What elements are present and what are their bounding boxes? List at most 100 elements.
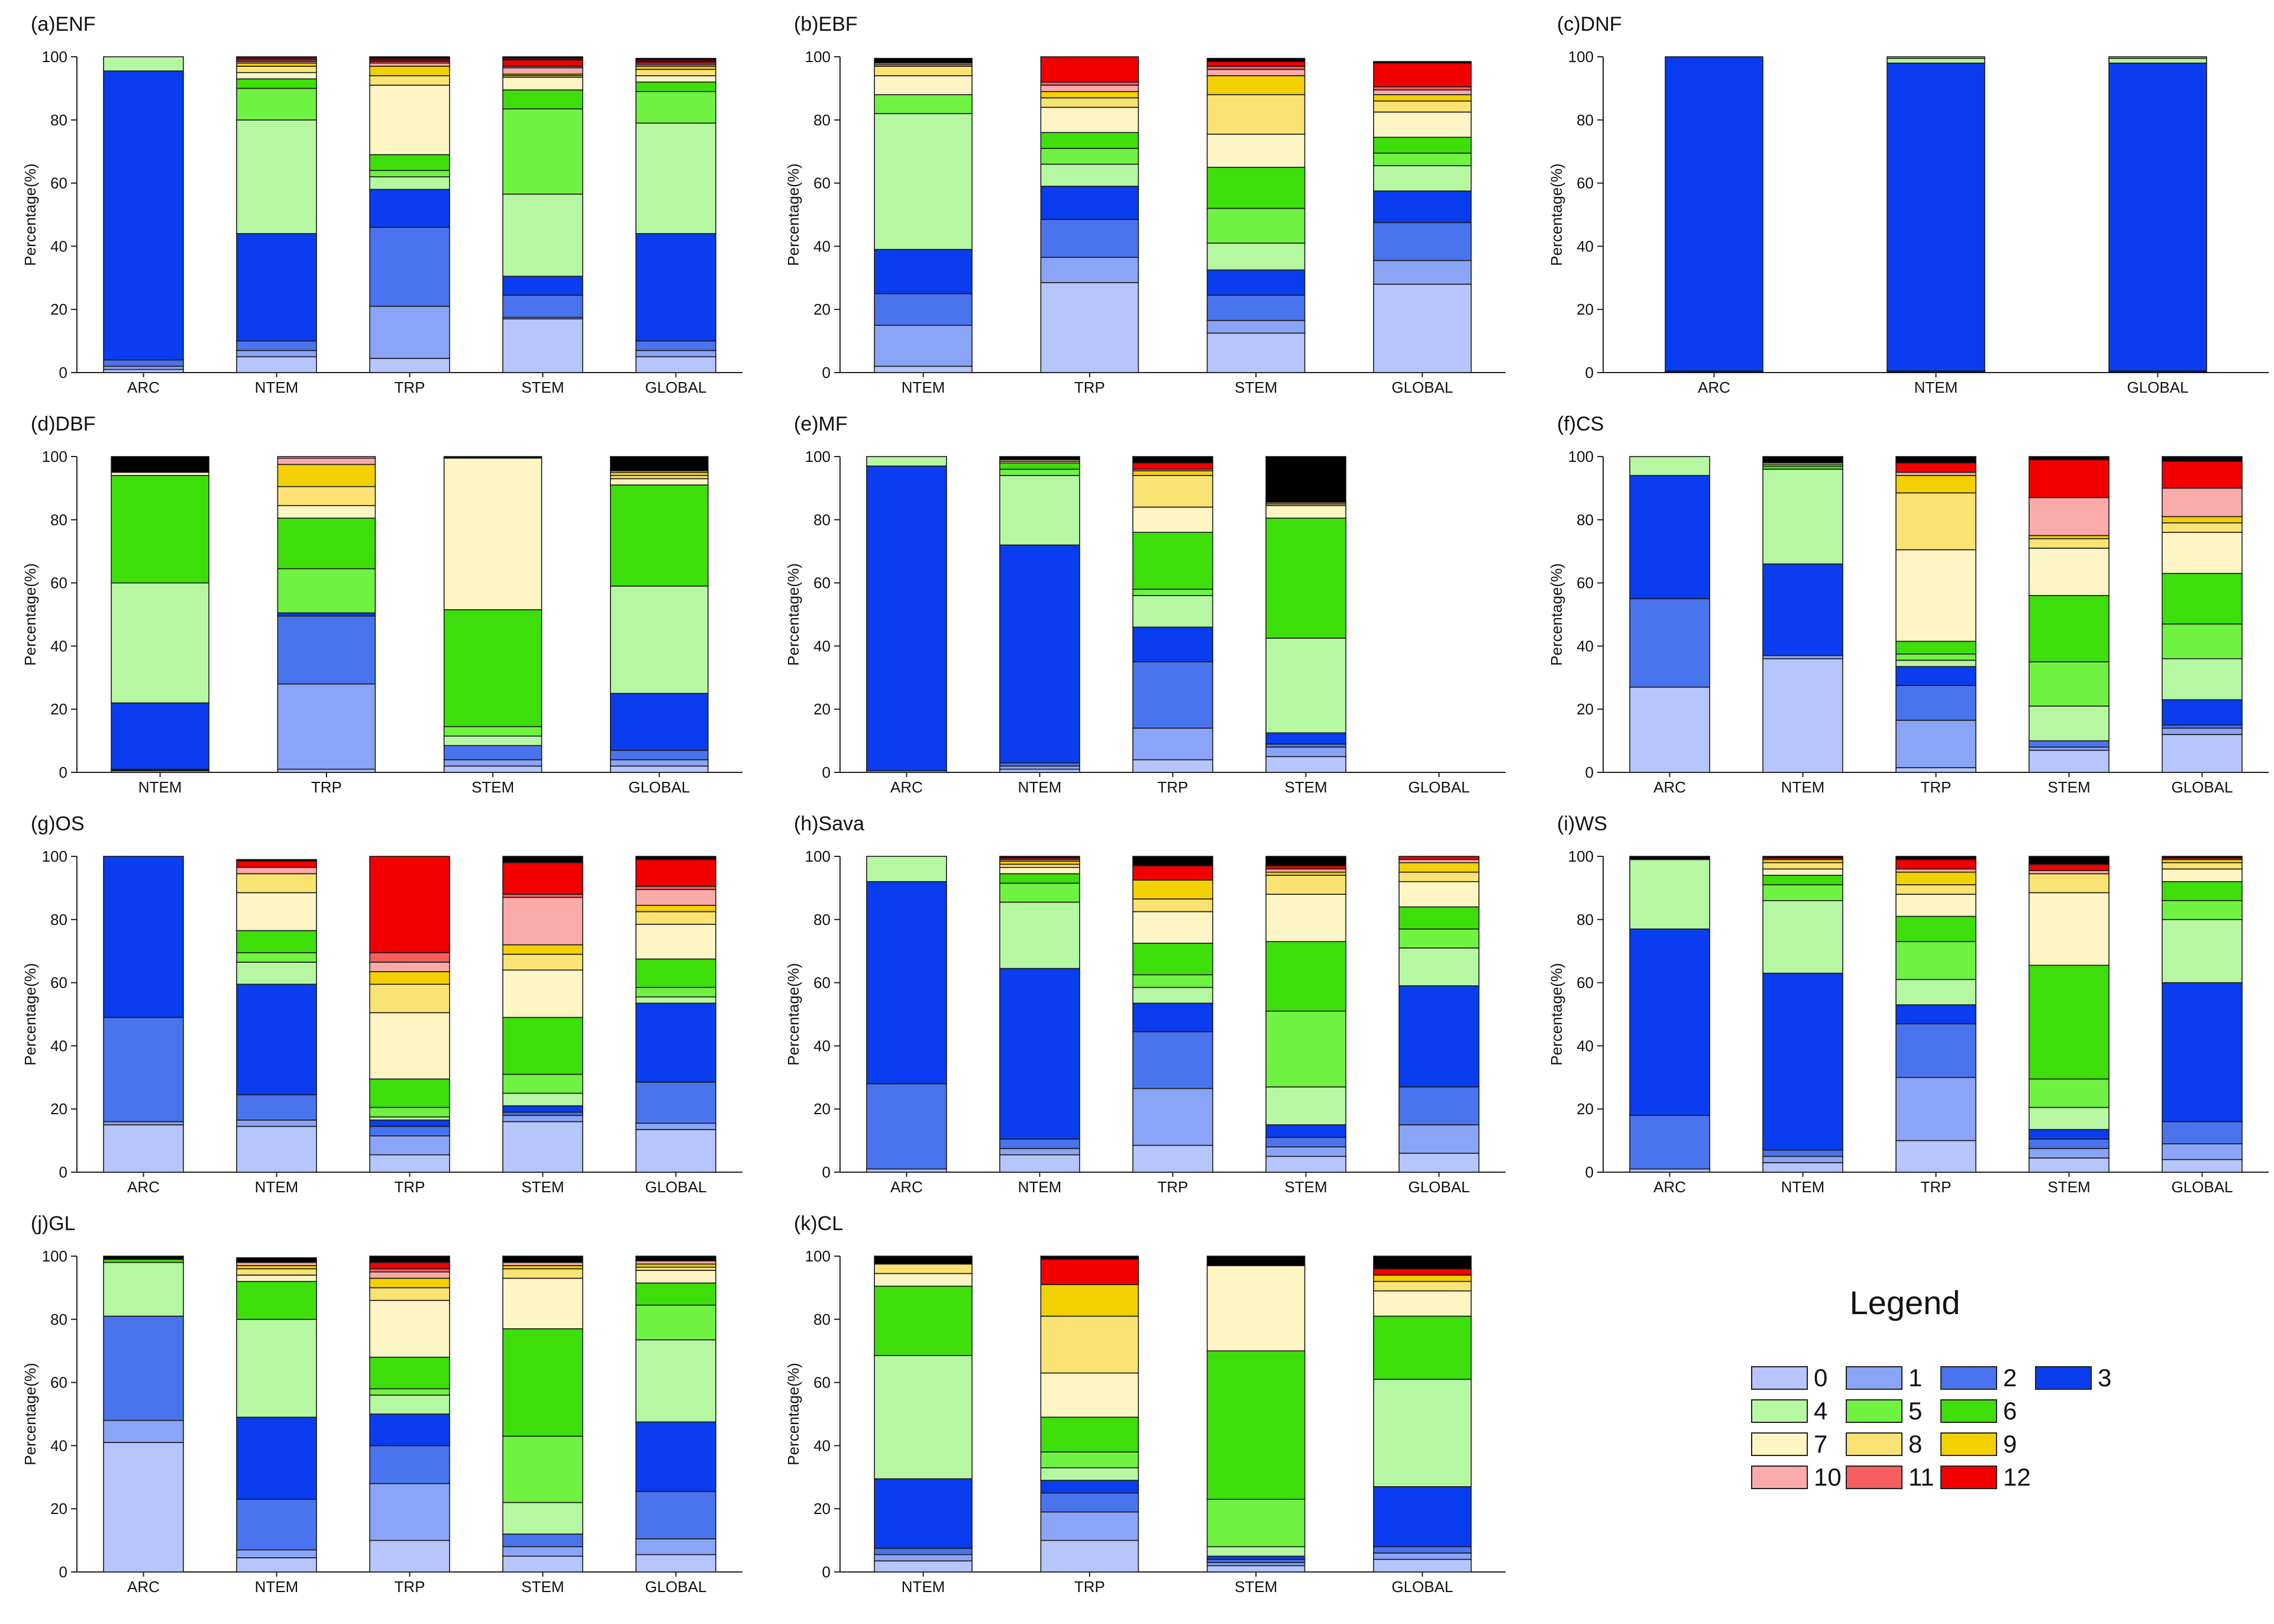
bar-segment-4 [103,1261,184,1317]
bar-segment-3 [1887,62,1985,372]
bar-segment-8 [1373,1280,1472,1292]
bar-segment-15 [2028,856,2110,865]
bar-segment-2 [103,359,184,367]
bar-segment-0 [369,358,450,373]
bar-segment-0 [502,318,583,373]
bar-segment-15 [999,856,1080,859]
bar-segment-0 [2028,749,2110,773]
chart-title: (c)DNF [1557,13,1622,35]
legend-swatch [1940,1366,1997,1390]
bar-segment-8 [874,1263,973,1274]
legend-label: 1 [1908,1364,1923,1392]
bar-segment-4 [369,1395,450,1415]
bar-segment-1 [1206,320,1306,334]
bar-segment-3 [1762,563,1843,656]
bar-segment-8 [1895,492,1976,551]
legend-swatch [1846,1466,1902,1489]
bar-stack [999,456,1080,773]
bar-stack [635,856,716,1173]
bar-segment-15 [236,1257,317,1263]
bar-segment-4 [610,585,709,694]
bar-segment-7 [111,471,209,476]
bar-stack [874,57,973,373]
bar-segment-4 [502,193,583,277]
bar-segment-6 [1373,137,1472,154]
bar-segment-5 [369,170,450,177]
legend-swatch [1940,1399,1997,1423]
x-tick-label: GLOBAL [1408,1178,1469,1196]
bar-segment-8 [874,66,973,76]
bar-segment-3 [874,1478,973,1549]
bar-segment-1 [1132,727,1213,761]
y-tick-label: 40 [50,1437,67,1454]
bar-segment-8 [502,953,583,971]
bar-segment-6 [369,1357,450,1390]
bar-segment-4 [1895,659,1976,667]
bar-segment-7 [1132,506,1213,533]
y-axis-label: Percentage(%) [784,163,802,266]
chart-title: (h)Sava [794,813,865,835]
x-tick-label: TRP [1921,778,1952,796]
chart-svg: Percentage(%) 0 20 40 60 80 100 ARC NTEM TRP STEM G… [784,847,1506,1196]
bar-segment-8 [369,984,450,1014]
y-tick-label: 0 [59,1163,67,1181]
bar-segment-2 [2162,1121,2243,1144]
bar-segment-5 [874,94,973,114]
bar-segment-1 [635,350,716,358]
bar-segment-7 [236,72,317,80]
bar-segment-3 [1206,269,1306,296]
bar-stack [103,1256,184,1573]
x-tick-label: NTEM [255,1178,299,1196]
bar-segment-5 [1373,153,1472,167]
chart-svg: Percentage(%) 0 20 40 60 80 100 ARC NTEM TRP STEM G… [1548,847,2269,1196]
bar-segment-7 [1895,549,1976,642]
bar-segment-12 [1040,1259,1139,1285]
bar-segment-15 [874,1256,973,1265]
bar-segment-15 [635,1256,716,1261]
chart-title: (a)ENF [31,13,96,35]
bar-segment-15 [2162,456,2243,462]
bar-segment-1 [443,759,542,767]
bar-segment-2 [1373,1546,1472,1554]
bar-segment-15 [1373,61,1472,64]
bar-segment-6 [1040,1416,1139,1452]
bar-segment-1 [1265,746,1346,758]
bar-segment-5 [635,986,716,998]
bar-segment-8 [236,66,317,73]
bar-segment-1 [874,325,973,367]
bar-segment-0 [1132,759,1213,773]
bar-segment-15 [502,56,583,59]
bar-segment-4 [369,176,450,190]
bar-segment-6 [1762,465,1843,470]
bar-segment-8 [1895,884,1976,895]
bar-segment-5 [1132,588,1213,596]
y-tick-label: 100 [42,847,67,865]
y-tick-label: 60 [813,174,831,192]
bar-segment-12 [369,1261,450,1270]
y-tick-label: 20 [813,1500,831,1518]
bar-segment-0 [2162,734,2243,773]
bar-stack [866,856,947,1173]
bar-segment-5 [635,1304,716,1341]
y-tick-label: 100 [1568,48,1594,66]
bar-segment-0 [502,1121,583,1173]
x-tick-label: STEM [1284,778,1327,796]
bar-segment-4 [1629,456,1710,476]
x-tick-label: ARC [890,778,923,796]
bar-segment-7 [2162,868,2243,882]
y-tick-label: 100 [805,1247,831,1265]
bar-segment-2 [369,1445,450,1484]
bar-segment-5 [369,1107,450,1118]
bar-stack [236,859,317,1173]
bar-segment-1 [2028,1148,2110,1159]
bar-segment-6 [1040,132,1139,149]
bar-segment-0 [103,368,184,373]
bar-segment-8 [236,873,317,894]
bar-segment-0 [1132,1144,1213,1173]
bar-segment-4 [236,119,317,234]
y-tick-label: 100 [805,847,831,865]
bar-segment-6 [1206,167,1306,209]
y-tick-label: 0 [822,764,831,781]
bar-segment-9 [610,471,709,476]
bar-segment-6 [1373,1315,1472,1380]
